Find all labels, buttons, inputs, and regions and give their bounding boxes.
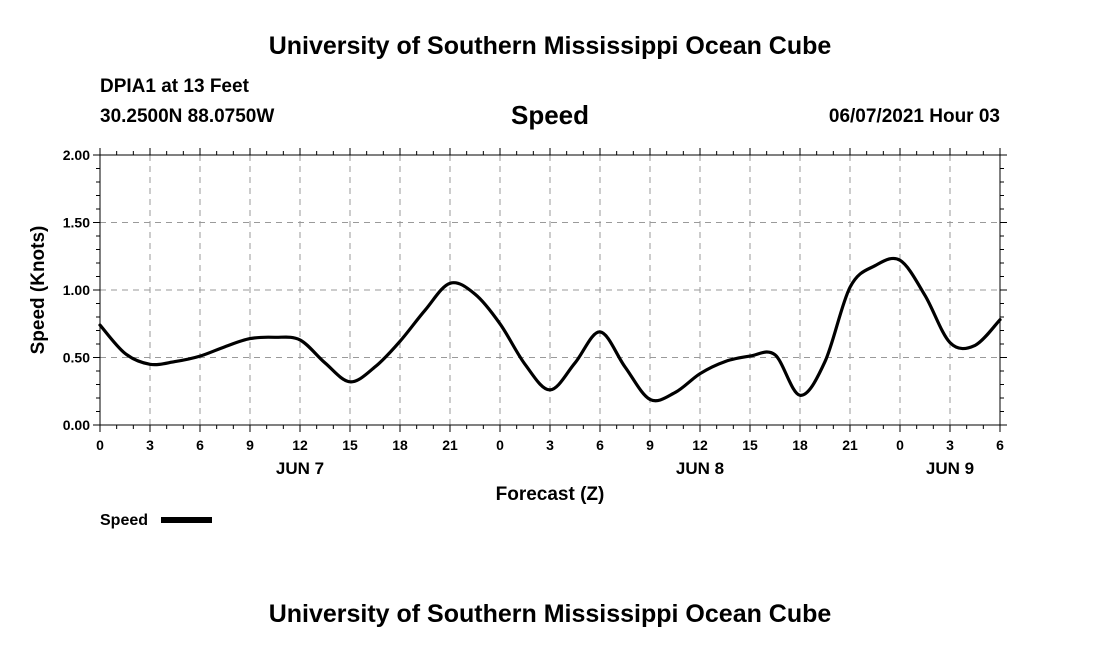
x-tick-label: 6 bbox=[196, 437, 204, 453]
series-line-speed bbox=[98, 256, 1002, 403]
forecast-datetime: 06/07/2021 Hour 03 bbox=[828, 106, 1000, 127]
y-tick-label: 1.00 bbox=[63, 282, 90, 298]
x-tick-label: 18 bbox=[792, 437, 808, 453]
x-tick-label: 3 bbox=[946, 437, 954, 453]
x-tick-label: 15 bbox=[342, 437, 358, 453]
y-axis-title: Speed (Knots) bbox=[28, 226, 49, 355]
y-tick-label: 2.00 bbox=[63, 147, 90, 163]
x-tick-label: 0 bbox=[496, 437, 504, 453]
day-label: JUN 8 bbox=[676, 459, 724, 478]
x-tick-label: 0 bbox=[96, 437, 104, 453]
day-label: JUN 9 bbox=[926, 459, 974, 478]
footer-title: University of Southern Mississippi Ocean… bbox=[268, 600, 832, 628]
x-tick-label: 3 bbox=[146, 437, 154, 453]
x-tick-label: 0 bbox=[896, 437, 904, 453]
x-tick-label: 18 bbox=[392, 437, 408, 453]
x-tick-label: 9 bbox=[646, 437, 654, 453]
coordinates-label: 30.2500N 88.0750W bbox=[100, 106, 275, 127]
x-tick-label: 12 bbox=[692, 437, 708, 453]
x-tick-label: 12 bbox=[292, 437, 308, 453]
x-axis-title: Forecast (Z) bbox=[496, 484, 605, 505]
x-tick-label: 21 bbox=[842, 437, 858, 453]
y-tick-label: 0.50 bbox=[63, 350, 90, 366]
y-tick-label: 1.50 bbox=[63, 215, 90, 231]
x-tick-label: 6 bbox=[996, 437, 1004, 453]
legend-label: Speed bbox=[100, 512, 148, 529]
x-tick-label: 6 bbox=[596, 437, 604, 453]
station-label: DPIA1 at 13 Feet bbox=[100, 76, 249, 97]
x-tick-label: 15 bbox=[742, 437, 758, 453]
x-tick-label: 9 bbox=[246, 437, 254, 453]
chart-title: Speed bbox=[510, 100, 590, 130]
y-tick-label: 0.00 bbox=[63, 417, 90, 433]
day-label: JUN 7 bbox=[276, 459, 324, 478]
page-title: University of Southern Mississippi Ocean… bbox=[268, 32, 832, 60]
x-tick-label: 21 bbox=[442, 437, 458, 453]
x-tick-label: 3 bbox=[546, 437, 554, 453]
